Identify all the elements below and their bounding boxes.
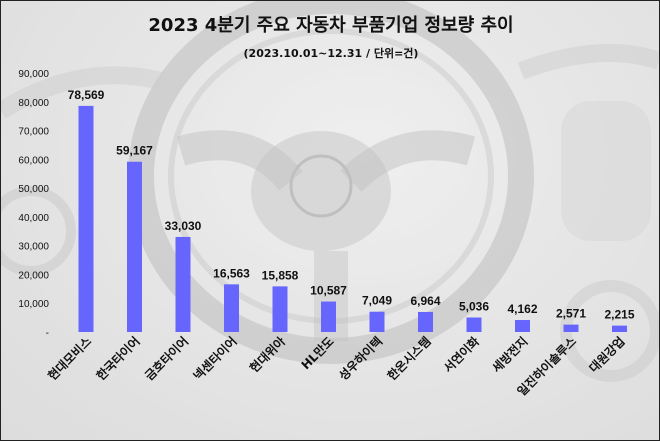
bar: [612, 325, 627, 332]
x-category-label: 넥센타이어: [190, 334, 240, 384]
x-category-label: 금호타이어: [141, 334, 191, 384]
bar: [418, 311, 433, 332]
x-category-label: 한국타이어: [93, 334, 143, 384]
bar-value-label: 5,036: [459, 300, 489, 314]
bar: [127, 161, 142, 332]
x-category-label: 세방전지: [489, 334, 531, 376]
y-tick-label: 10,000: [18, 299, 49, 310]
bar-value-label: 16,563: [213, 266, 250, 280]
bar-value-label: 7,049: [362, 294, 392, 308]
bar: [272, 286, 288, 332]
y-tick-label: 60,000: [18, 155, 49, 166]
y-tick-label: 40,000: [18, 213, 49, 224]
y-axis: - 10,000 20,000 30,000 40,000 50,000 60,000 70,…: [18, 69, 49, 339]
x-category-label: HL만도: [298, 334, 337, 373]
x-category-label: 현대모비스: [44, 334, 94, 384]
y-tick-label: 50,000: [18, 184, 49, 195]
bar: [175, 236, 191, 332]
bar-value-label: 59,167: [116, 144, 153, 158]
y-tick-label: 30,000: [18, 242, 49, 253]
bar: [321, 301, 336, 332]
bar: [515, 320, 530, 332]
y-tick-label: 20,000: [18, 270, 49, 281]
bar-value-label: 78,569: [68, 88, 105, 102]
x-category-label: 대원강업: [586, 334, 627, 375]
bars: [78, 105, 627, 332]
x-category-label: 한온시스템: [384, 334, 434, 384]
bar-value-label: 2,215: [604, 308, 634, 322]
bar-value-label: 2,571: [556, 307, 586, 321]
y-tick-label: 80,000: [18, 98, 49, 109]
bar: [369, 311, 385, 332]
x-axis-labels: 현대모비스 한국타이어 금호타이어 넥센타이어 현대위아 HL만도 성우하이텍 한온시스템 서연…: [44, 334, 627, 399]
x-category-label: 서연이화: [440, 334, 482, 376]
x-category-label: 현대위아: [246, 334, 288, 376]
bar-value-label: 6,964: [410, 294, 440, 308]
bar-value-label: 10,587: [310, 284, 347, 298]
bar: [563, 324, 579, 332]
chart-title: 2023 4분기 주요 자동차 부품기업 정보량 추이: [148, 15, 513, 36]
y-tick-label: 70,000: [18, 127, 49, 138]
value-labels: 78,569 59,167 33,030 16,563 15,858 10,587 7,04…: [68, 88, 635, 322]
bar: [466, 317, 482, 332]
bar: [224, 284, 239, 332]
x-category-label: 성우하이텍: [335, 334, 385, 384]
bar-value-label: 4,162: [507, 302, 537, 316]
bar-value-label: 33,030: [165, 219, 202, 233]
y-tick-label: 90,000: [18, 69, 49, 80]
chart-subtitle: (2023.10.01~12.31 / 단위=건): [244, 46, 419, 60]
bar: [78, 105, 94, 332]
y-tick-label: -: [46, 328, 49, 339]
bar-value-label: 15,858: [262, 268, 299, 282]
